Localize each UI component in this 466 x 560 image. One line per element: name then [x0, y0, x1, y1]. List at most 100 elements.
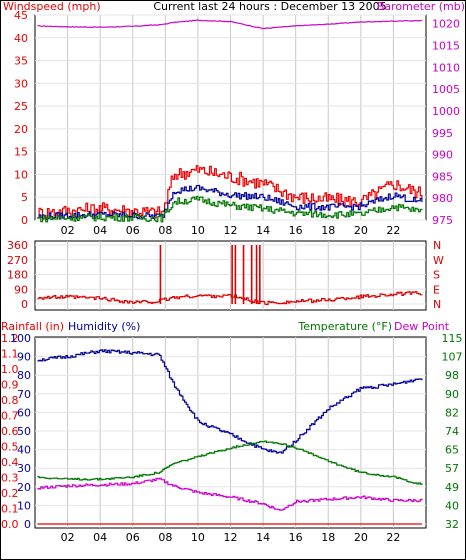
x-tick-label: 06	[126, 224, 140, 237]
rainfall-tick-label: 0.8	[1, 394, 19, 407]
tick-label-right: N	[433, 239, 441, 252]
x-tick-label: 10	[191, 531, 205, 544]
x-tick-label: 18	[321, 531, 335, 544]
x-tick-label: 02	[61, 531, 75, 544]
tick-label-left: 35	[14, 55, 28, 68]
humidity-tick-label: 70	[17, 388, 31, 401]
tick-label-left: 0	[21, 298, 28, 311]
rainfall-tick-label: 0.0	[1, 518, 19, 531]
tick-label-right: 985	[432, 170, 453, 183]
series-wind_low	[37, 195, 423, 223]
x-tick-label: 04	[93, 224, 107, 237]
tick-label-left: 25	[14, 100, 28, 113]
tick-label-left: 0	[21, 214, 28, 227]
tick-label-left: 180	[7, 269, 28, 282]
rainfall-tick-label: 0.4	[1, 456, 19, 469]
temperature-tick-label: 40	[445, 499, 459, 512]
x-tick-label: 20	[354, 531, 368, 544]
temperature-tick-label: 32	[445, 518, 459, 531]
rainfall-tick-label: 0.2	[1, 487, 19, 500]
x-tick-label: 02	[61, 224, 75, 237]
rainfall-tick-label: 0.5	[1, 441, 19, 454]
tick-label-left: 270	[7, 254, 28, 267]
x-tick-labels: 02 04 06 08 10 12 14 16 18 20 22	[61, 224, 401, 237]
y-axis-label-barometer: Barometer (mb)	[377, 0, 465, 13]
rainfall-tick-label: 0.9	[1, 379, 19, 392]
series-direction	[37, 291, 423, 306]
rainfall-tick-label: 0.1	[1, 503, 19, 516]
series-temperature	[37, 440, 423, 485]
humidity-tick-label: 0	[24, 518, 31, 531]
humidity-tick-label: 100	[10, 332, 31, 345]
humidity-tick-label: 60	[17, 406, 31, 419]
humidity-tick-label: 20	[17, 481, 31, 494]
tick-label-left: 5	[21, 191, 28, 204]
series-layer	[37, 349, 423, 525]
x-tick-label: 04	[93, 531, 107, 544]
series-barometer	[37, 19, 422, 30]
temperature-tick-label: 65	[445, 444, 459, 457]
tick-label-left: 45	[14, 9, 28, 22]
rainfall-tick-label: 0.7	[1, 410, 19, 423]
temperature-tick-label: 90	[445, 388, 459, 401]
temperature-tick-label: 98	[445, 369, 459, 382]
tick-label-left: 30	[14, 77, 28, 90]
tick-label-left: 40	[14, 32, 28, 45]
temperature-tick-label: 82	[445, 406, 459, 419]
rainfall-tick-label: 0.3	[1, 472, 19, 485]
rainfall-tick-label: 1.1	[1, 348, 19, 361]
tick-label-left: 15	[14, 146, 28, 159]
humidity-tick-labels: 0 10 20 30 40 50 60 70 80 90 100	[10, 332, 31, 531]
series-wind_avg	[37, 184, 423, 220]
tick-label-right: 990	[432, 149, 453, 162]
series-dewpoint	[37, 477, 423, 511]
rainfall-tick-label: 0.6	[1, 425, 19, 438]
humidity-tick-label: 80	[17, 369, 31, 382]
chart-title: Current last 24 hours : December 13 2005	[153, 0, 386, 13]
x-tick-label: 18	[321, 224, 335, 237]
humidity-tick-label: 30	[17, 462, 31, 475]
tick-label-right: 975	[432, 214, 453, 227]
temperature-tick-label: 57	[445, 462, 459, 475]
temperature-tick-labels: 32 40 49 57 65 74 82 90 98 107 115	[442, 332, 463, 531]
temperature-tick-label: 115	[442, 332, 463, 345]
humidity-temperature-panel: 0.00.10.20.30.40.50.60.70.80.91.01.11.2 …	[1, 320, 463, 544]
tick-label-left: 20	[14, 123, 28, 136]
temperature-tick-label: 107	[442, 351, 463, 364]
tick-label-right: 980	[432, 192, 453, 205]
x-tick-label: 16	[289, 531, 303, 544]
series-layer	[37, 19, 423, 223]
humidity-tick-label: 40	[17, 444, 31, 457]
tick-label-right: 1020	[432, 18, 460, 31]
x-tick-label: 08	[158, 224, 172, 237]
x-tick-labels: 02 04 06 08 10 12 14 16 18 20 22	[61, 531, 401, 544]
temperature-tick-label: 74	[445, 425, 459, 438]
x-tick-label: 16	[289, 224, 303, 237]
rainfall-tick-label: 1.0	[1, 363, 19, 376]
x-tick-label: 22	[386, 224, 400, 237]
series-layer	[37, 245, 423, 306]
x-tick-label: 08	[158, 531, 172, 544]
x-tick-label: 06	[126, 531, 140, 544]
tick-label-right: W	[433, 254, 444, 267]
x-tick-label: 22	[386, 531, 400, 544]
x-tick-label: 20	[354, 224, 368, 237]
tick-label-right: S	[433, 269, 440, 282]
y-axis-label-windspeed: Windspeed (mph)	[3, 0, 101, 13]
tick-label-left: 10	[14, 168, 28, 181]
rainfall-tick-label: 1.2	[1, 332, 19, 345]
series-wind_gust	[37, 165, 423, 220]
tick-label-left: 90	[14, 283, 28, 296]
tick-label-left: 360	[7, 239, 28, 252]
humidity-tick-label: 90	[17, 351, 31, 364]
humidity-tick-label: 50	[17, 425, 31, 438]
y-axis-label-humidity: Humidity (%)	[68, 320, 140, 333]
x-tick-label: 12	[224, 224, 238, 237]
y-axis-label-temperature: Temperature (°F)	[297, 320, 392, 333]
tick-label-right: 1015	[432, 40, 460, 53]
x-tick-label: 10	[191, 224, 205, 237]
